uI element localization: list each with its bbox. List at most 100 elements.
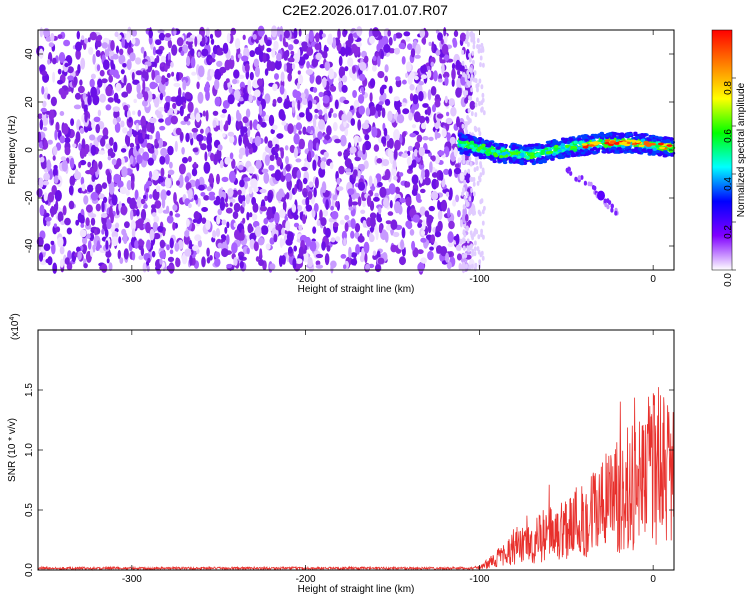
noise-dot <box>97 78 103 88</box>
noise-dot <box>448 168 453 177</box>
noise-dot <box>420 65 427 74</box>
noise-dot <box>106 172 112 185</box>
noise-dot <box>130 180 135 191</box>
noise-dot <box>276 26 281 37</box>
signal-dot <box>487 148 492 153</box>
noise-dot <box>309 240 317 252</box>
noise-dot <box>242 116 249 124</box>
noise-dot <box>470 177 474 182</box>
noise-dot <box>465 172 471 184</box>
noise-dot <box>140 115 146 128</box>
noise-dot <box>318 29 324 40</box>
noise-dot <box>249 120 253 131</box>
signal-dot <box>584 152 590 156</box>
y-tick-label: 0.0 <box>24 563 35 577</box>
noise-dot <box>57 79 63 85</box>
colorbar-tick-label: 0.8 <box>723 81 734 95</box>
noise-dot <box>160 167 165 178</box>
noise-dot <box>453 146 458 158</box>
noise-dot <box>275 224 282 231</box>
snr-panel: -300 -200 -100 0 0.0 0.5 1.0 1.5 Height of str… <box>7 313 675 595</box>
noise-dot <box>230 55 234 61</box>
noise-dot <box>257 78 263 87</box>
noise-dot <box>279 85 285 95</box>
noise-dot <box>420 188 426 194</box>
noise-dot <box>288 246 293 254</box>
noise-dot <box>318 91 324 98</box>
noise-dot <box>462 159 466 165</box>
noise-dot <box>197 239 202 248</box>
x-tick-label: -300 <box>122 574 142 585</box>
noise-dot <box>427 222 432 234</box>
noise-dot <box>285 172 292 182</box>
noise-dot <box>139 222 145 231</box>
noise-dot <box>201 256 206 268</box>
noise-dot <box>320 217 327 227</box>
noise-dot <box>481 209 485 215</box>
noise-dot <box>190 112 196 121</box>
noise-dot <box>138 255 144 260</box>
noise-dot <box>272 98 277 105</box>
noise-dot <box>43 192 48 202</box>
noise-dot <box>445 191 450 197</box>
signal-dot <box>469 144 474 148</box>
noise-dot <box>268 114 275 127</box>
noise-dot <box>382 92 387 101</box>
noise-dot <box>459 32 467 42</box>
noise-dot <box>155 49 163 55</box>
noise-dot <box>181 147 185 155</box>
noise-dot <box>463 245 466 251</box>
noise-dot <box>194 36 198 47</box>
noise-dot <box>283 100 291 109</box>
noise-dot <box>146 265 150 272</box>
noise-dot <box>423 149 431 154</box>
noise-dot <box>302 214 307 225</box>
noise-dot <box>387 211 394 216</box>
noise-dot <box>216 215 221 225</box>
noise-dot <box>59 135 66 144</box>
noise-dot <box>465 225 469 232</box>
noise-dot <box>369 105 376 116</box>
noise-dot <box>60 156 67 161</box>
echo-dot <box>610 207 614 213</box>
noise-dot <box>159 239 166 249</box>
noise-dot <box>473 125 477 131</box>
noise-dot <box>309 74 315 84</box>
noise-dot <box>298 246 304 257</box>
noise-dot <box>66 227 73 235</box>
noise-dot <box>151 204 157 210</box>
noise-dot <box>437 32 443 41</box>
noise-dot <box>469 95 473 101</box>
signal-dot <box>502 157 507 161</box>
noise-dot <box>44 216 52 222</box>
signal-dot <box>601 134 606 138</box>
noise-dot <box>43 139 48 148</box>
noise-dot <box>129 142 135 148</box>
noise-dot <box>419 28 426 38</box>
noise-dot <box>393 33 397 42</box>
noise-dot <box>111 231 119 239</box>
noise-dot <box>298 224 303 231</box>
noise-dot <box>138 147 145 154</box>
noise-dot <box>357 196 362 207</box>
noise-dot <box>120 148 127 153</box>
noise-dot <box>184 92 192 100</box>
noise-dot <box>212 110 219 116</box>
noise-dot <box>469 67 473 73</box>
snr-multiplier-label: (x104) <box>9 313 21 340</box>
noise-dot <box>307 100 313 110</box>
signal-dot <box>550 157 555 161</box>
noise-dot <box>174 213 181 218</box>
noise-dot <box>314 177 319 189</box>
noise-dot <box>465 38 468 44</box>
noise-dot <box>214 79 220 90</box>
noise-dot <box>88 47 94 55</box>
noise-dot <box>338 165 345 175</box>
noise-dot <box>64 90 69 95</box>
noise-dot <box>115 45 120 54</box>
noise-dot <box>268 164 275 171</box>
noise-dot <box>286 192 290 200</box>
noise-dot <box>316 102 321 110</box>
noise-dot <box>233 222 237 228</box>
noise-dot <box>473 70 477 76</box>
